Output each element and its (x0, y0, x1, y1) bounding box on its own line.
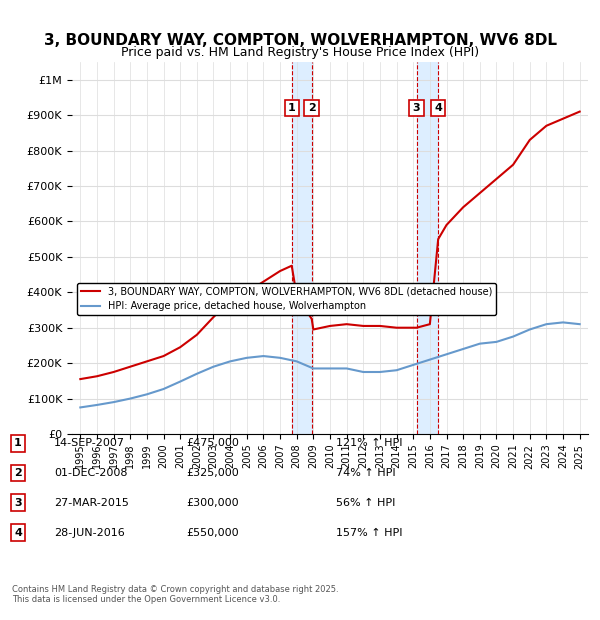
Bar (416, 62, 438, 434)
Text: 28-JUN-2016: 28-JUN-2016 (54, 528, 125, 538)
Text: 121% ↑ HPI: 121% ↑ HPI (336, 438, 403, 448)
Text: £475,000: £475,000 (186, 438, 239, 448)
Text: 2: 2 (14, 468, 22, 478)
Legend: 3, BOUNDARY WAY, COMPTON, WOLVERHAMPTON, WV6 8DL (detached house), HPI: Average : 3, BOUNDARY WAY, COMPTON, WOLVERHAMPTON,… (77, 283, 496, 315)
Text: 1: 1 (14, 438, 22, 448)
Bar (292, 62, 311, 434)
Text: 3: 3 (413, 103, 421, 113)
Text: 01-DEC-2008: 01-DEC-2008 (54, 468, 128, 478)
Text: £325,000: £325,000 (186, 468, 239, 478)
Text: 1: 1 (288, 103, 296, 113)
Text: Contains HM Land Registry data © Crown copyright and database right 2025.
This d: Contains HM Land Registry data © Crown c… (12, 585, 338, 604)
Text: 56% ↑ HPI: 56% ↑ HPI (336, 498, 395, 508)
Text: 4: 4 (434, 103, 442, 113)
Text: Price paid vs. HM Land Registry's House Price Index (HPI): Price paid vs. HM Land Registry's House … (121, 46, 479, 59)
Text: 27-MAR-2015: 27-MAR-2015 (54, 498, 129, 508)
Text: 157% ↑ HPI: 157% ↑ HPI (336, 528, 403, 538)
Text: 4: 4 (14, 528, 22, 538)
Text: 14-SEP-2007: 14-SEP-2007 (54, 438, 125, 448)
Text: 3, BOUNDARY WAY, COMPTON, WOLVERHAMPTON, WV6 8DL: 3, BOUNDARY WAY, COMPTON, WOLVERHAMPTON,… (44, 33, 557, 48)
Text: £300,000: £300,000 (186, 498, 239, 508)
Text: 74% ↑ HPI: 74% ↑ HPI (336, 468, 395, 478)
Text: 2: 2 (308, 103, 316, 113)
Text: £550,000: £550,000 (186, 528, 239, 538)
Text: 3: 3 (14, 498, 22, 508)
